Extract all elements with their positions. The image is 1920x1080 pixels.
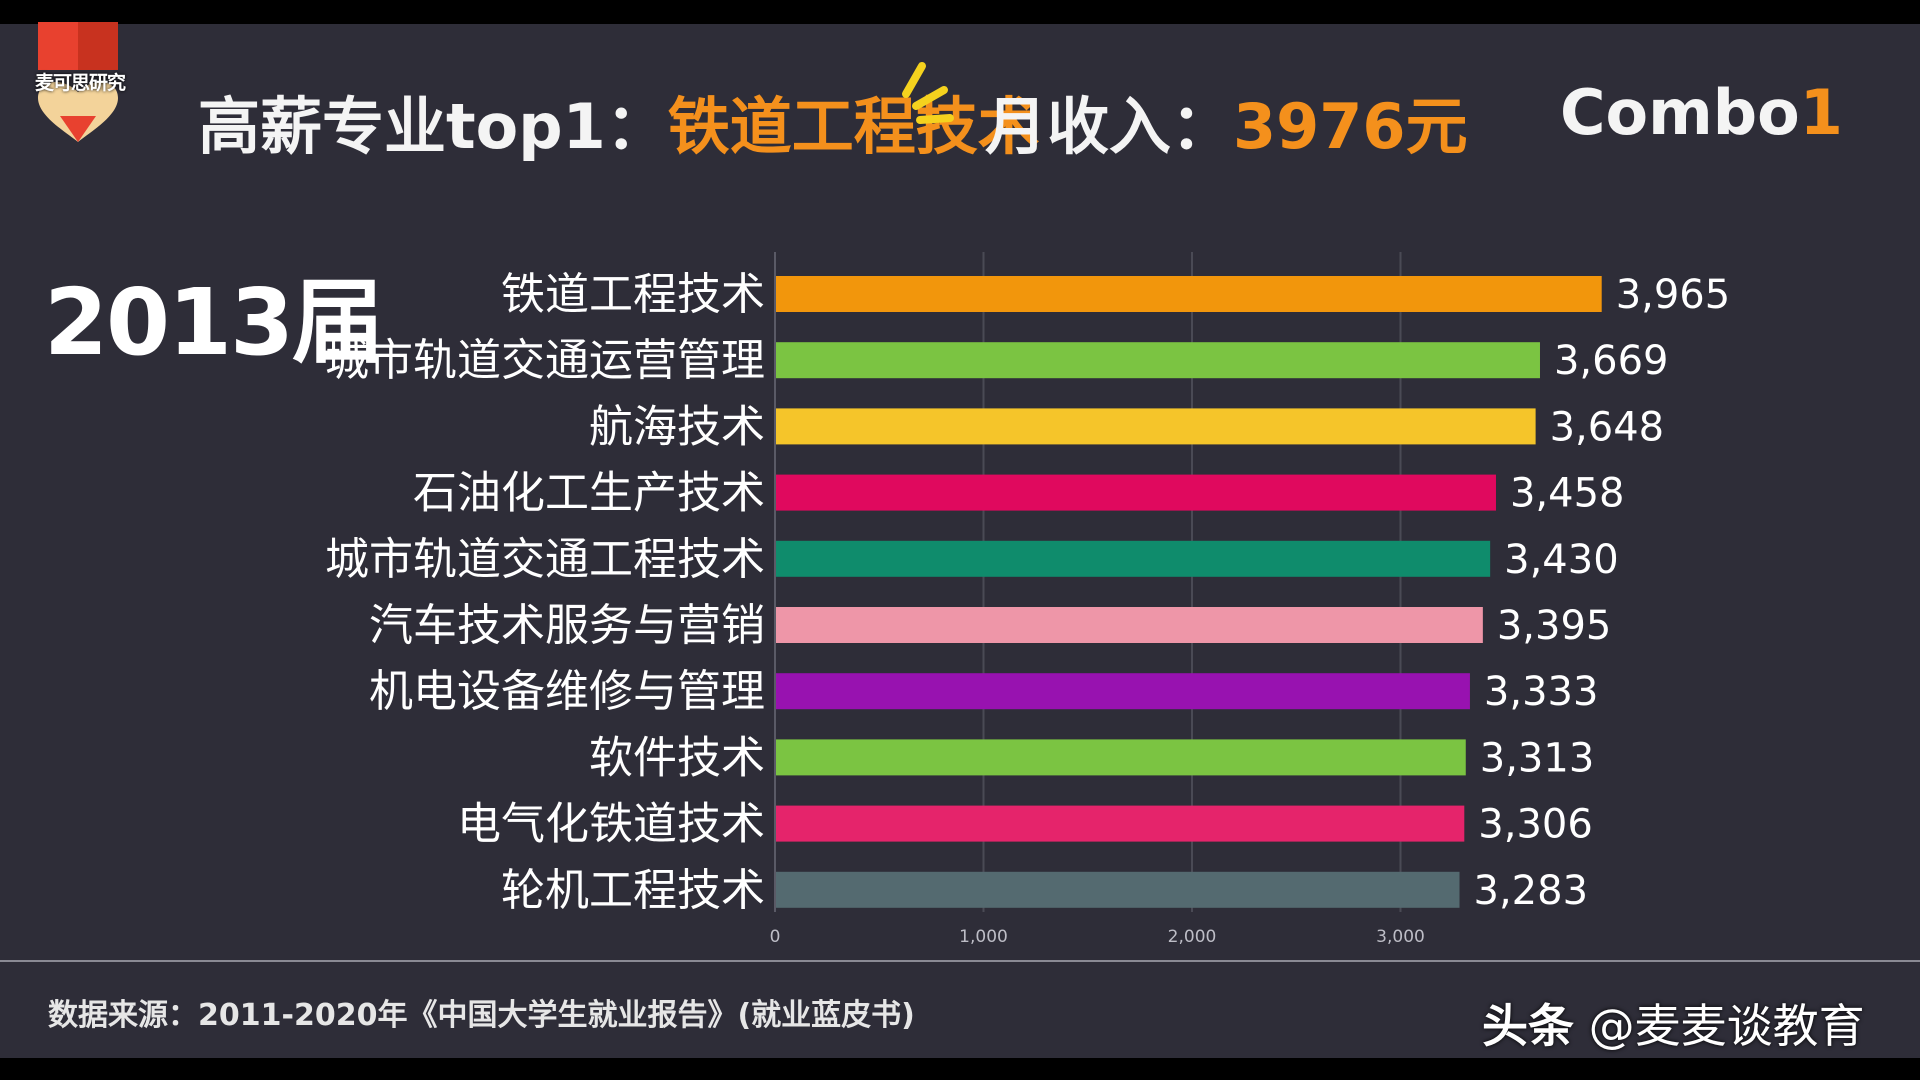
value-label: 3,430 — [1504, 537, 1619, 583]
value-label: 3,458 — [1510, 471, 1625, 517]
value-label: 3,965 — [1616, 272, 1731, 318]
header-income: 月收入：3976元 — [985, 76, 1468, 166]
bar — [775, 805, 1465, 842]
bar — [775, 408, 1536, 445]
watermark: 头条 @麦麦谈教育 — [1482, 990, 1865, 1056]
combo-counter: Combo1 — [1560, 76, 1843, 166]
bar — [775, 474, 1496, 511]
x-tick-label: 3,000 — [1376, 927, 1425, 947]
category-label: 城市轨道交通工程技术 — [325, 534, 765, 585]
category-label: 铁道工程技术 — [501, 269, 765, 320]
value-label: 3,313 — [1480, 735, 1595, 781]
value-label: 3,669 — [1554, 338, 1669, 384]
bar — [775, 607, 1483, 643]
category-label: 汽车技术服务与营销 — [369, 600, 765, 651]
x-tick-label: 0 — [770, 927, 781, 947]
x-tick-label: 1,000 — [959, 927, 1008, 947]
bar — [775, 673, 1470, 710]
watermark-handle: @麦麦谈教育 — [1588, 999, 1865, 1053]
header-prefix: 高薪专业top1： — [198, 90, 668, 163]
category-label: 轮机工程技术 — [501, 865, 765, 916]
watermark-brand: 头条 — [1482, 999, 1574, 1053]
value-label: 3,648 — [1550, 404, 1665, 450]
header-top-major: 铁道工程技术 — [667, 90, 1040, 163]
value-label: 3,306 — [1478, 802, 1593, 848]
data-source: 数据来源：2011-2020年《中国大学生就业报告》(就业蓝皮书) — [48, 998, 915, 1033]
category-label: 航海技术 — [589, 401, 765, 452]
value-label: 3,333 — [1484, 669, 1599, 715]
logo: 麦可思研究 — [20, 20, 140, 150]
income-label: 月收入： — [985, 90, 1234, 163]
year-label: 2013届 — [44, 269, 384, 376]
category-label: 石油化工生产技术 — [413, 468, 765, 519]
category-label: 城市轨道交通运营管理 — [325, 335, 765, 386]
header-title: 高薪专业top1：铁道工程技术 — [198, 76, 1040, 166]
combo-label: Combo — [1560, 76, 1800, 149]
bar — [775, 540, 1491, 577]
combo-count: 1 — [1799, 76, 1843, 149]
sparkle-icon — [902, 62, 954, 124]
logo-text: 麦可思研究 — [34, 72, 126, 94]
bar — [775, 871, 1460, 908]
x-tick-label: 2,000 — [1168, 927, 1217, 947]
bar — [775, 739, 1466, 776]
income-value: 3976元 — [1233, 90, 1468, 163]
pencil-heart-icon — [38, 22, 118, 142]
bar — [775, 276, 1602, 312]
bar — [775, 342, 1540, 379]
value-label: 3,283 — [1474, 868, 1589, 914]
category-label: 机电设备维修与管理 — [369, 666, 765, 717]
category-label: 软件技术 — [589, 732, 765, 783]
value-label: 3,395 — [1497, 603, 1612, 649]
footer-divider — [0, 960, 1920, 962]
category-label: 电气化铁道技术 — [457, 799, 765, 850]
